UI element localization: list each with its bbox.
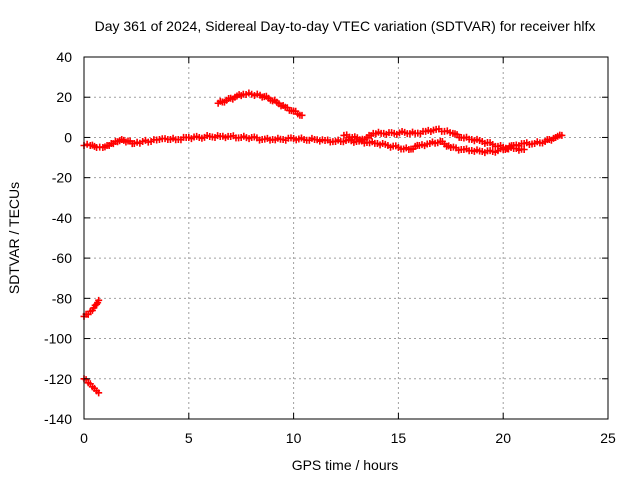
x-axis-label: GPS time / hours: [292, 457, 399, 473]
y-tick-label: -80: [52, 290, 72, 306]
series-hump: [214, 89, 306, 119]
x-tick-label: 15: [391, 430, 407, 446]
y-tick-label: 40: [56, 49, 72, 65]
y-tick-label: 0: [64, 129, 72, 145]
axis-ticks: 0 5 10 15 20 25 40 20 0 -20 -40 -60 -80 -100 -120 -140: [44, 49, 616, 446]
plot-frame: [83, 56, 609, 420]
series-upper-track: [340, 125, 528, 154]
data-point: [520, 146, 528, 154]
data-point: [558, 131, 566, 139]
y-tick-label: -120: [44, 371, 72, 387]
x-tick-label: 10: [286, 430, 302, 446]
y-tick-label: -60: [52, 250, 72, 266]
grid-lines: [84, 57, 608, 419]
y-axis-label: SDTVAR / TECUs: [6, 182, 22, 294]
y-tick-label: 20: [56, 89, 72, 105]
data-point: [95, 296, 103, 304]
x-tick-label: 0: [80, 430, 88, 446]
x-tick-label: 5: [185, 430, 193, 446]
data-point: [83, 140, 91, 148]
x-tick-label: 20: [495, 430, 511, 446]
data-points: [80, 89, 566, 397]
y-tick-label: -140: [44, 411, 72, 427]
chart-title: Day 361 of 2024, Sidereal Day-to-day VTE…: [95, 18, 596, 34]
data-point: [298, 111, 306, 119]
y-tick-label: -100: [44, 331, 72, 347]
y-tick-label: -20: [52, 170, 72, 186]
data-point: [95, 389, 103, 397]
x-tick-label: 25: [600, 430, 616, 446]
y-tick-label: -40: [52, 210, 72, 226]
